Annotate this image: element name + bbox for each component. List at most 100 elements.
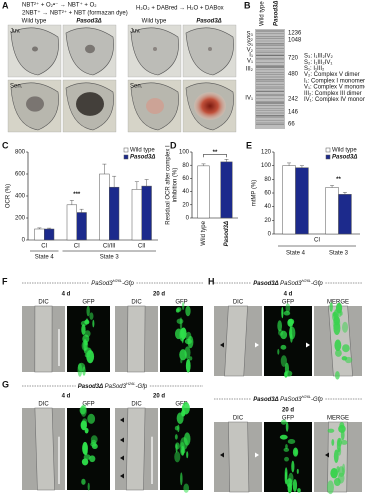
gfp-signal: [341, 356, 348, 361]
arrowhead: [120, 473, 124, 479]
stain: [146, 98, 164, 114]
column-label: Wild type: [22, 19, 47, 25]
gfp-signal: [332, 311, 336, 321]
gfp-signal: [285, 443, 288, 450]
lane-label: Wild type: [260, 1, 266, 26]
significance: **: [336, 177, 341, 183]
gfp-signal: [84, 353, 91, 358]
gfp-signal: [333, 449, 339, 463]
bar: [99, 173, 110, 241]
panel-letter: C: [2, 140, 9, 150]
y-axis-label: inhibition (%): [173, 168, 179, 203]
gfp-signal: [294, 449, 298, 455]
colony: [130, 27, 179, 76]
legend-text: III₂: Complex III dimer: [304, 91, 362, 97]
panel-letter: F: [2, 276, 8, 286]
gfp-signal: [281, 306, 284, 319]
bar: [220, 161, 233, 219]
y-tick-label: 60: [182, 176, 189, 182]
x-tick-label: CII: [138, 244, 146, 250]
y-tick-label: 20: [264, 218, 271, 224]
column-label: MERGE: [327, 300, 349, 306]
error-bar: [69, 200, 74, 205]
error-bar: [342, 192, 347, 195]
legend-text: S₃: I₁III₂IV₂: [304, 54, 333, 60]
gfp-signal: [174, 425, 179, 431]
y-tick-label: 0: [268, 232, 272, 238]
title-part: Pasod3Δ: [253, 281, 280, 287]
arrowhead: [120, 455, 124, 461]
column-label: Pasod3Δ: [76, 19, 101, 25]
arrowhead: [120, 417, 124, 423]
legend-label: Pasod3Δ: [332, 155, 357, 161]
bar: [141, 185, 152, 241]
gfp-signal: [181, 302, 185, 311]
title-part: PaSod3: [105, 384, 127, 390]
panel-letter: H: [208, 276, 215, 286]
column-label: GFP: [175, 402, 187, 408]
day-label: 20 d: [153, 394, 165, 400]
gfp-signal: [183, 483, 190, 493]
y-tick-label: 40: [182, 189, 189, 195]
error-bar: [224, 159, 229, 162]
y-tick-label: 0: [186, 216, 190, 222]
gfp-signal: [289, 326, 293, 339]
band-label: S₃: [247, 32, 254, 38]
marker-label: 242: [288, 97, 299, 103]
row-label: Juv.: [130, 29, 141, 35]
panel-letter: G: [2, 379, 9, 389]
column-label: GFP: [282, 416, 294, 422]
legend-text: V₂: Complex V dimer: [304, 72, 360, 78]
stain: [26, 96, 44, 112]
arrowhead: [325, 452, 329, 458]
gfp-signal: [284, 467, 288, 480]
gfp-signal: [337, 447, 342, 456]
error-bar: [79, 208, 84, 213]
gfp-signal: [185, 358, 191, 373]
gfp-signal: [277, 320, 283, 332]
bar: [325, 187, 339, 235]
construct-title: Pasod3Δ PaSod3H26L-Gfp: [253, 394, 323, 403]
gfp-signal: [329, 302, 333, 312]
band-label: S₂: [247, 37, 254, 43]
arrowhead: [255, 342, 259, 348]
error-bar: [299, 165, 304, 168]
gfp-signal: [285, 303, 291, 313]
x-tick-label: Pasod3Δ: [224, 221, 230, 246]
gfp-signal: [81, 324, 86, 336]
gfp-signal: [338, 437, 341, 443]
gfp-signal: [83, 454, 91, 461]
gfp-signal: [80, 420, 87, 431]
gfp-signal: [77, 362, 86, 372]
gfp-signal: [331, 438, 335, 446]
stain: [32, 46, 38, 52]
gfp-signal: [87, 413, 96, 424]
y-tick-label: 80: [264, 177, 271, 183]
arrowhead: [220, 342, 224, 348]
panel-letter: B: [244, 0, 251, 10]
gfp-signal: [340, 439, 348, 445]
gfp-signal: [334, 339, 342, 352]
gfp-signal: [92, 319, 95, 328]
marker-label: 66: [288, 122, 295, 128]
gfp-signal: [337, 308, 342, 318]
panel-letter: A: [2, 0, 9, 10]
bar: [197, 165, 210, 219]
band-label: IV₁: [245, 96, 253, 102]
legend-swatch: [325, 154, 331, 160]
legend-swatch: [325, 147, 331, 153]
gfp-signal: [179, 442, 185, 456]
equation: NBT²⁺ + O₂•⁻ → NBT⁺ + O₂: [22, 2, 97, 9]
band-label: V₁: [247, 59, 253, 65]
gfp-signal: [330, 468, 338, 479]
title-part: -Gfp: [311, 397, 323, 403]
gfp-signal: [90, 435, 98, 444]
column-label: MERGE: [327, 416, 349, 422]
construct-title: Pasod3Δ PaSod3H26L-Gfp: [253, 278, 323, 287]
construct-title: PaSod3H26L-Gfp: [91, 278, 134, 287]
column-label: DIC: [233, 416, 244, 422]
gfp-signal: [80, 404, 87, 417]
legend-label: Wild type: [130, 148, 155, 154]
arrowhead: [306, 342, 310, 348]
legend-text: S₂: I₁III₂IV₁: [304, 60, 332, 66]
